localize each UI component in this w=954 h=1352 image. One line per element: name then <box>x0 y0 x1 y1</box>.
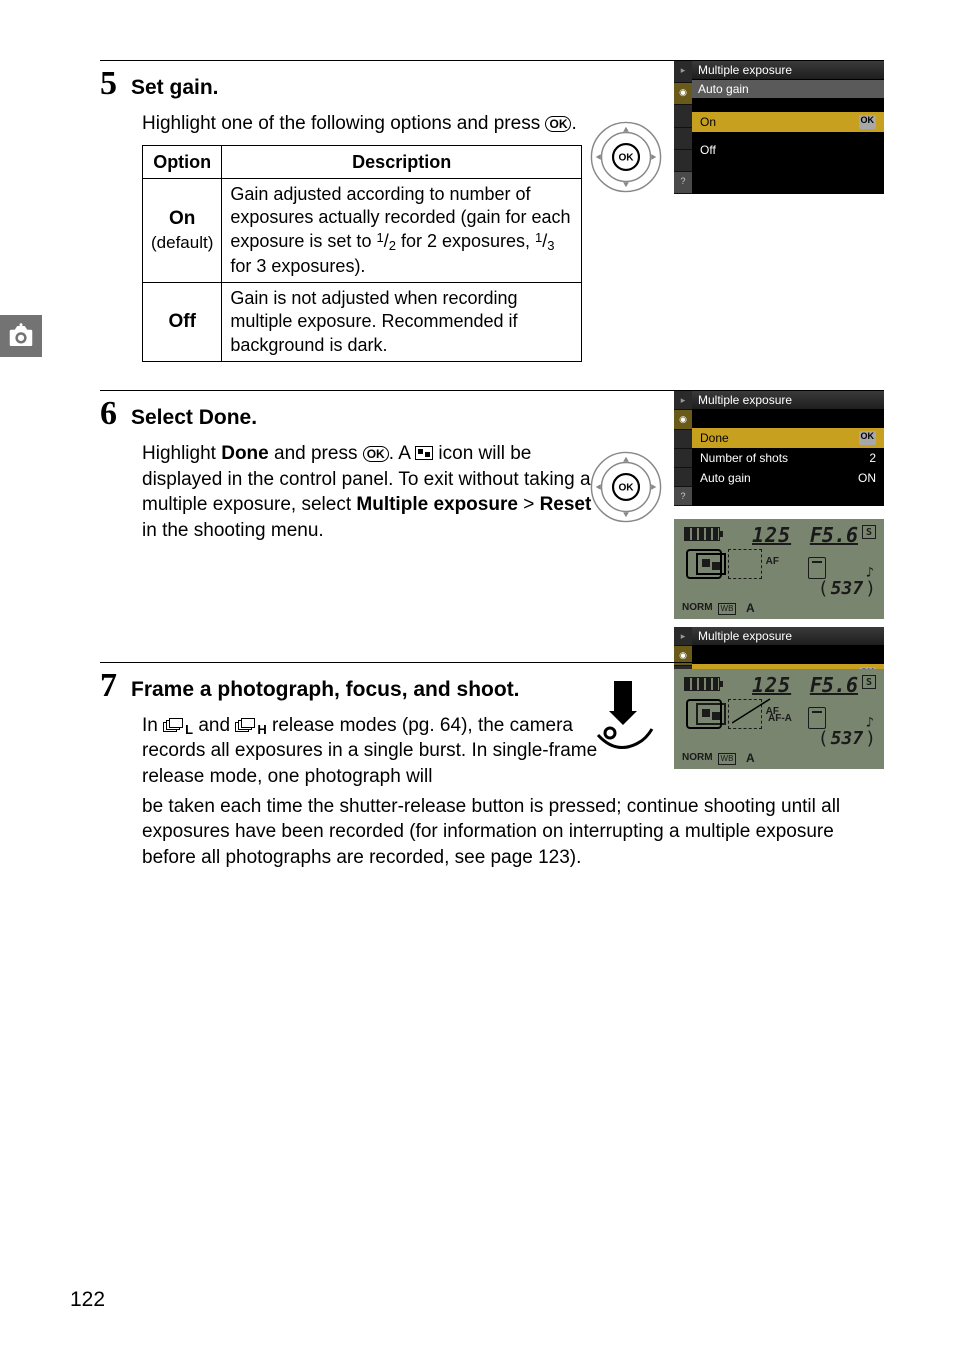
menu-tabs: ▸◉? <box>674 61 692 194</box>
menu-tabs: ▸◉? <box>674 391 692 506</box>
frame-count: 537 <box>818 728 876 749</box>
menu-row: Off <box>692 140 884 160</box>
wb-mode: A <box>746 751 755 765</box>
step-5: 5 Set gain. Highlight one of the followi… <box>100 60 884 362</box>
wb-label: WB <box>718 753 736 765</box>
menu-row: Auto gainON <box>692 468 884 488</box>
menu-row: DoneOK <box>692 428 884 448</box>
callout-line <box>732 695 776 725</box>
step-6: 6 Select Done. Highlight Done and press … <box>100 390 884 544</box>
col-option: Option <box>143 145 222 178</box>
menu-row: OnOK <box>692 112 884 132</box>
sd-card-icon <box>808 557 826 579</box>
step-5-intro: Highlight one of the following options a… <box>142 111 582 137</box>
step-5-number: 5 <box>100 67 117 101</box>
aperture: F5.6 <box>810 673 858 697</box>
continuous-high-icon <box>235 718 257 733</box>
sidebar-camera-icon <box>0 315 42 357</box>
ok-icon: OK <box>363 446 389 462</box>
shutter-press-icon <box>590 677 660 763</box>
mode-indicator: S <box>862 525 876 539</box>
wb-label: WB <box>718 603 736 615</box>
page-number: 122 <box>70 1288 105 1312</box>
menu-title: Multiple exposure <box>692 391 884 410</box>
ok-multi-selector-icon: OK <box>590 121 662 193</box>
step-6-number: 6 <box>100 397 117 431</box>
done-menu-screenshot: Multiple exposure ▸◉? DoneOK Number of s… <box>674 391 884 506</box>
col-description: Description <box>222 145 582 178</box>
af-area-icon <box>728 549 762 579</box>
battery-icon <box>684 677 720 691</box>
callout-box <box>686 549 722 579</box>
multiple-exposure-icon <box>415 446 433 460</box>
continuous-low-icon <box>163 718 185 733</box>
table-row: Off Gain is not adjusted when recording … <box>143 283 582 362</box>
table-row: On(default) Gain adjusted according to n… <box>143 178 582 282</box>
quality-label: NORM <box>682 752 713 763</box>
aperture: F5.6 <box>810 523 858 547</box>
gain-options-table: Option Description On(default) Gain adju… <box>142 145 582 363</box>
ok-icon: OK <box>545 116 571 132</box>
menu-title: Multiple exposure <box>692 627 884 646</box>
step-7-number: 7 <box>100 669 117 703</box>
step-6-body: Highlight Done and press OK. A icon will… <box>142 441 592 544</box>
wb-mode: A <box>746 601 755 615</box>
quality-label: NORM <box>682 602 713 613</box>
shutter-speed: 125 <box>752 523 791 547</box>
svg-text:OK: OK <box>618 483 634 494</box>
battery-icon <box>684 527 720 541</box>
sd-card-icon <box>808 707 826 729</box>
step-7-title: Frame a photograph, focus, and shoot. <box>131 678 520 702</box>
step-7: 7 Frame a photograph, focus, and shoot. … <box>100 662 884 871</box>
mode-indicator: S <box>862 675 876 689</box>
step-6-title: Select Done. <box>131 406 257 430</box>
shutter-speed: 125 <box>752 673 791 697</box>
step-5-title: Set gain. <box>131 76 219 100</box>
auto-gain-menu-screenshot: Multiple exposure ▸◉? Auto gain OnOK Off <box>674 61 884 194</box>
svg-text:OK: OK <box>618 153 634 164</box>
menu-title: Multiple exposure <box>692 61 884 80</box>
menu-subtitle: Auto gain <box>692 80 884 98</box>
frame-count: 537 <box>818 578 876 599</box>
menu-row: Number of shots2 <box>692 448 884 468</box>
ok-multi-selector-icon: OK <box>590 451 662 523</box>
callout-box <box>686 699 722 729</box>
